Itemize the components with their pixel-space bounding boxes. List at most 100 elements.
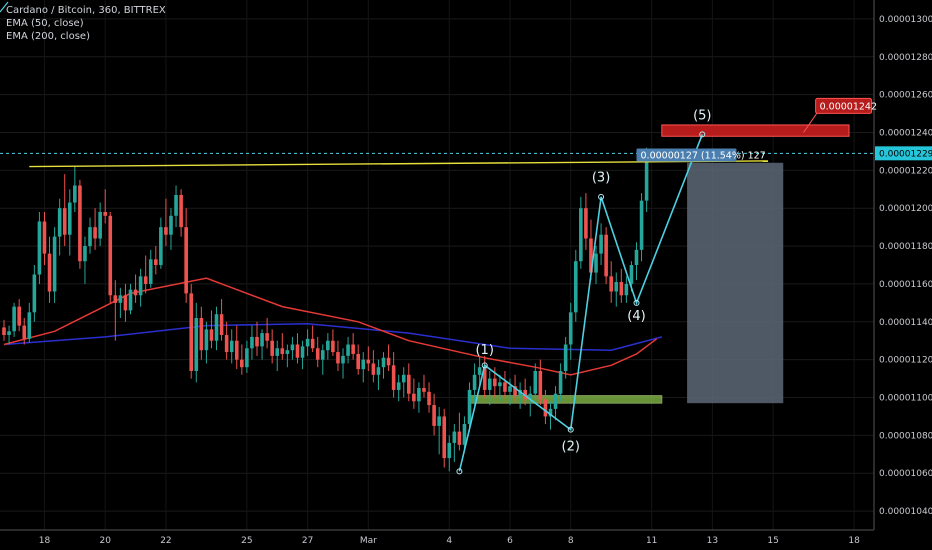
candle-body [265, 333, 269, 341]
wave-point [481, 362, 488, 369]
candle-body [336, 352, 340, 364]
target-price-callout-bg [815, 97, 873, 114]
candle-body [396, 382, 401, 390]
candle-body [148, 259, 153, 284]
candle-body [52, 236, 57, 292]
candle-body [584, 208, 588, 239]
candle-body [320, 350, 325, 360]
candle-body [422, 388, 426, 392]
candle-body [113, 295, 118, 303]
wave-label: (3) [592, 171, 610, 186]
candle-body [310, 338, 315, 349]
wave-point [699, 131, 706, 138]
candle-body [37, 221, 42, 275]
y-tick-label: 0.00001060 [879, 469, 932, 479]
ema200-line [3, 322, 662, 351]
candle-body [533, 371, 538, 394]
candle-body [543, 399, 548, 417]
candle-body [573, 261, 578, 313]
candle-body [174, 194, 178, 216]
candle-body [563, 344, 568, 371]
y-tick-label: 0.00001040 [879, 507, 932, 517]
candle-body [629, 265, 634, 284]
candle-body [93, 227, 97, 239]
candle-body [154, 259, 158, 265]
candle-body [224, 335, 229, 353]
chart-legend: Cardano / Bitcoin, 360, BITTREX EMA (50,… [6, 4, 166, 43]
x-tick-label: 4 [446, 536, 452, 546]
y-tick-label: 0.00001240 [879, 129, 932, 139]
measure-label-bg [636, 148, 737, 162]
ema200-legend: EMA (200, close) [6, 31, 90, 42]
candle-body [594, 253, 598, 273]
x-tick-label: 6 [507, 536, 513, 546]
candle-body [366, 359, 371, 364]
candle-body [326, 340, 330, 351]
candle-body [508, 386, 512, 392]
candle-body [315, 348, 320, 360]
support-zone [469, 395, 663, 404]
candle-body [280, 348, 285, 354]
wave-label: (4) [627, 309, 645, 324]
candle-body [128, 289, 133, 311]
candle-body [240, 359, 244, 368]
candle-body [427, 391, 431, 406]
candle-body [487, 378, 492, 390]
candle-body [184, 227, 188, 294]
measure-label: 0.00000127 (11.54%) 127 [641, 151, 766, 162]
candle-body [234, 340, 239, 360]
candle-body [513, 386, 517, 396]
x-tick-label: 25 [241, 536, 252, 546]
candle-body [199, 318, 204, 351]
wave-point [598, 193, 605, 200]
candle-body [614, 282, 619, 292]
candle-body [22, 325, 27, 339]
candle-body [270, 340, 274, 356]
target-zone [661, 124, 850, 137]
candle-body [7, 331, 11, 336]
candle-body [599, 234, 603, 254]
candle-body [219, 314, 224, 336]
candle-body [619, 282, 624, 296]
y-tick-label: 0.00001140 [879, 318, 932, 328]
candle-body [528, 393, 533, 400]
candle-body [472, 374, 477, 390]
wave-label: (2) [562, 440, 580, 455]
ema50-line [3, 277, 658, 376]
candle-body [644, 153, 649, 201]
candle-body [300, 346, 305, 358]
candle-body [609, 276, 613, 292]
y-tick-label: 0.00001200 [879, 204, 932, 214]
candle-body [604, 234, 608, 277]
candle-body [351, 344, 355, 354]
candle-body [477, 367, 482, 375]
candle-body [579, 208, 583, 262]
candle-body [143, 276, 148, 284]
candle-body [229, 340, 234, 353]
candle-body [260, 333, 264, 347]
x-tick-label: 13 [707, 536, 718, 546]
candle-body [482, 367, 487, 390]
candle-body [2, 327, 6, 336]
candle-body [159, 227, 163, 265]
candle-body [118, 295, 123, 303]
current-price-tag: 0.00001229 [879, 149, 932, 159]
candle-body [624, 283, 629, 296]
wave-point [456, 468, 463, 475]
x-tick-label: 18 [39, 536, 51, 546]
candle-body [386, 357, 391, 366]
candle-body [47, 253, 52, 292]
x-tick-label: 27 [302, 536, 313, 546]
wave-point [633, 299, 640, 306]
candle-body [376, 367, 381, 375]
candle-body [457, 431, 462, 445]
candle-body [78, 185, 82, 262]
candle-body [538, 371, 543, 400]
y-tick-label: 0.00001160 [879, 280, 932, 290]
candle-body [331, 340, 335, 353]
candle-body [169, 215, 173, 235]
x-tick-label: 20 [99, 536, 111, 546]
candle-body [381, 357, 386, 368]
candle-body [12, 306, 16, 332]
